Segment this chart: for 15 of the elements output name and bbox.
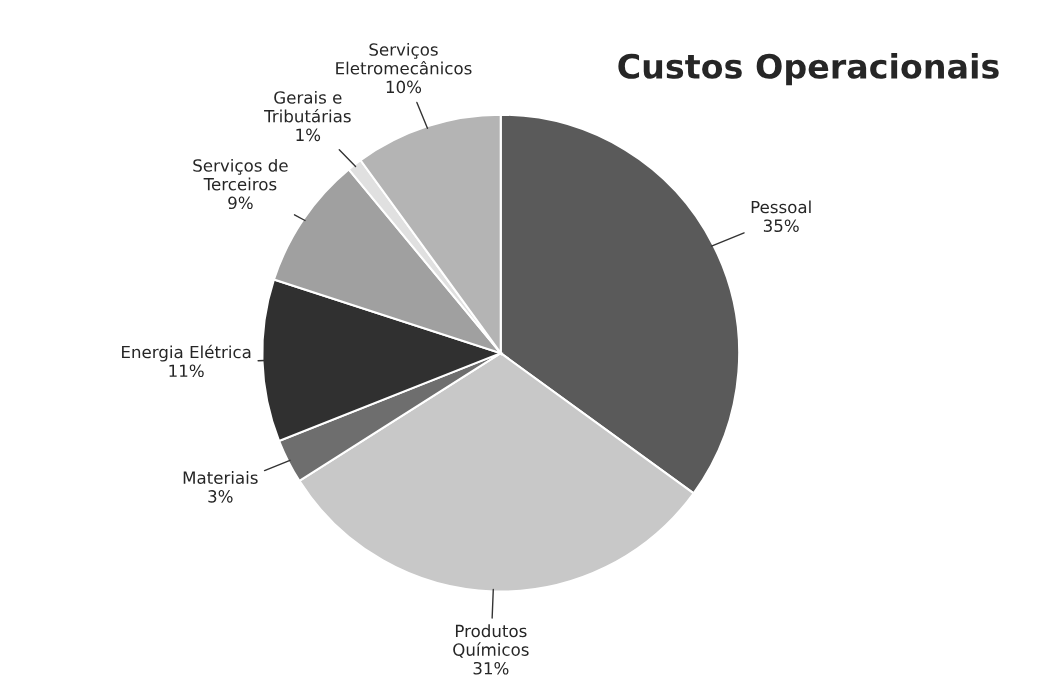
slice-label: Serviços Eletromecânicos xyxy=(336,42,472,75)
data-label: 35% xyxy=(763,219,799,233)
data-label: 1% xyxy=(296,128,321,142)
data-label: 9% xyxy=(228,196,253,210)
data-label: 31% xyxy=(473,661,509,675)
slice-label: Materiais xyxy=(183,471,258,484)
data-label: 10% xyxy=(386,80,422,94)
slice-label: Energia Elétrica xyxy=(122,344,251,362)
slice-label: Produtos Químicos xyxy=(453,624,529,658)
slice-label: Serviços de Terceiros xyxy=(193,158,288,191)
data-label: 3% xyxy=(208,490,233,503)
chart-title: Custos Operacionais xyxy=(618,53,999,86)
slice-label: Gerais e Tributárias xyxy=(264,90,351,123)
slice-label: Pessoal xyxy=(751,200,811,214)
data-label: 11% xyxy=(169,364,204,378)
